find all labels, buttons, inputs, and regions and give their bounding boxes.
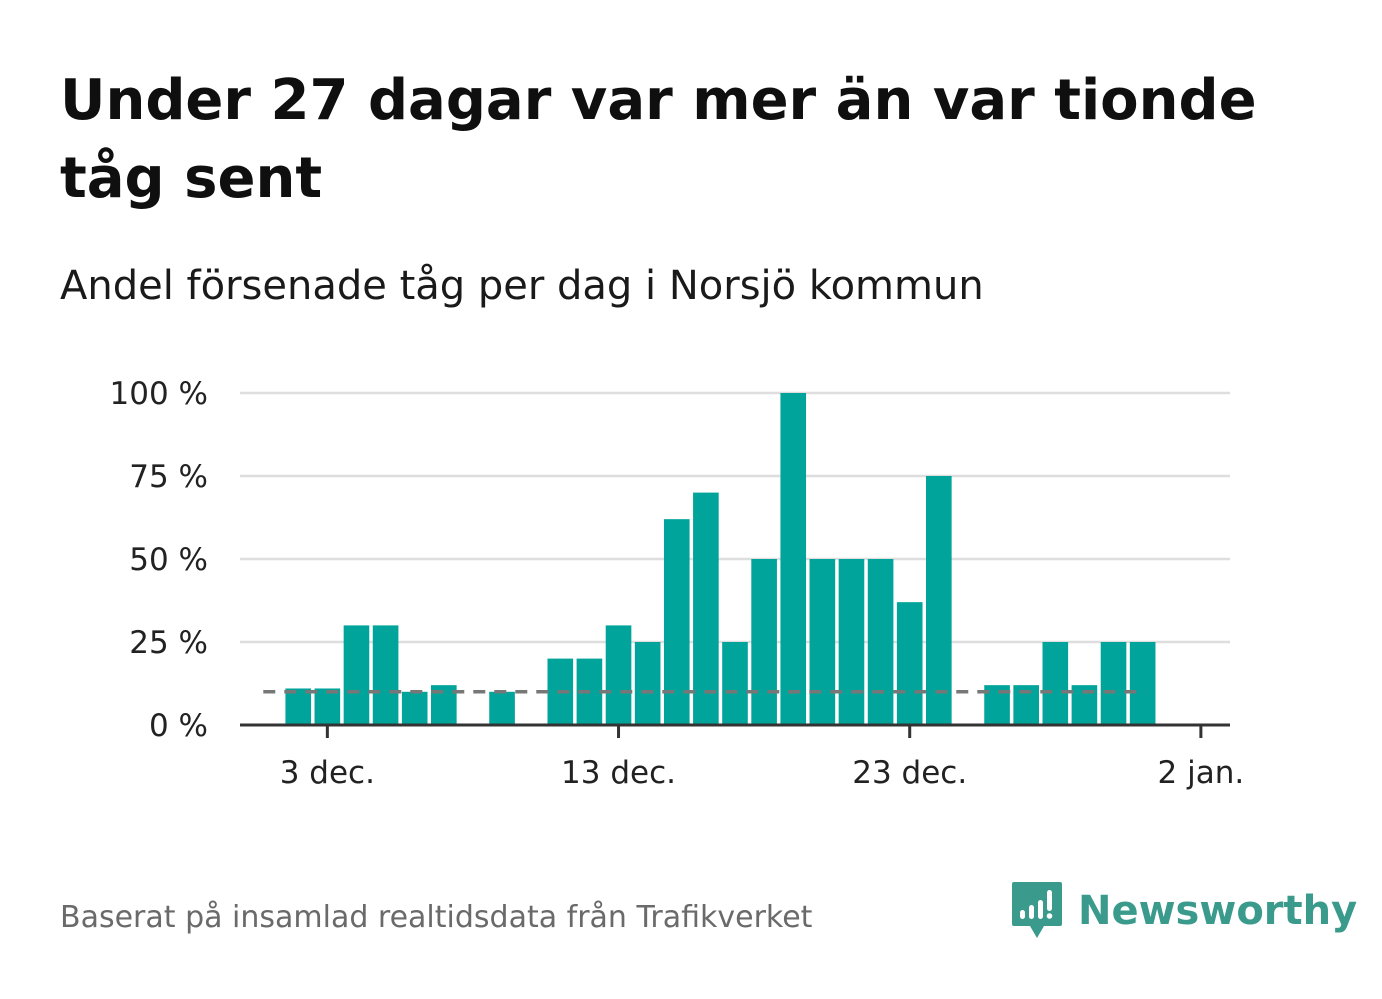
bar-chart: 0 % 25 % 50 % 75 % 100 % 3 dec. 13 dec. 23 dec… — [110, 376, 1245, 791]
newsworthy-logo[interactable]: Newsworthy — [1010, 876, 1357, 946]
bar — [838, 559, 865, 725]
x-axis — [240, 723, 1230, 738]
bar — [809, 559, 836, 725]
bar — [896, 602, 923, 725]
gridlines — [240, 391, 1230, 644]
bar — [372, 625, 399, 725]
bar — [1100, 642, 1127, 725]
source-note: Baserat på insamlad realtidsdata från Tr… — [60, 900, 813, 935]
bar — [343, 625, 370, 725]
newsworthy-logo-icon — [1012, 882, 1062, 938]
bar — [285, 688, 312, 725]
x-tick-label: 23 dec. — [852, 755, 967, 791]
y-tick-label: 25 % — [129, 625, 208, 661]
bar — [1129, 642, 1156, 725]
brand-name: Newsworthy — [1078, 888, 1358, 934]
chart-subtitle: Andel försenade tåg per dag i Norsjö kom… — [60, 263, 984, 309]
bar — [693, 492, 719, 725]
bar — [722, 642, 748, 725]
bar — [1042, 642, 1069, 725]
y-tick-label: 50 % — [129, 542, 208, 578]
y-tick-labels: 0 % 25 % 50 % 75 % 100 % — [110, 376, 208, 744]
chart-title: Under 27 dagar var mer än var tionde tåg… — [60, 68, 1257, 211]
bar — [605, 625, 632, 725]
bar — [751, 559, 777, 725]
bar — [663, 519, 690, 725]
x-tick-labels: 3 dec. 13 dec. 23 dec. 2 jan. — [280, 755, 1244, 791]
x-tick-label: 13 dec. — [561, 755, 676, 791]
bar — [401, 691, 428, 725]
y-tick-label: 0 % — [149, 708, 208, 744]
bar — [489, 691, 515, 725]
bar — [780, 393, 807, 725]
bar — [634, 642, 661, 725]
bar — [926, 476, 952, 725]
x-tick-label: 2 jan. — [1158, 755, 1245, 791]
y-tick-label: 75 % — [129, 459, 208, 495]
x-tick-label: 3 dec. — [280, 755, 375, 791]
bar — [314, 688, 341, 725]
bar — [867, 559, 894, 725]
y-tick-label: 100 % — [110, 376, 208, 412]
